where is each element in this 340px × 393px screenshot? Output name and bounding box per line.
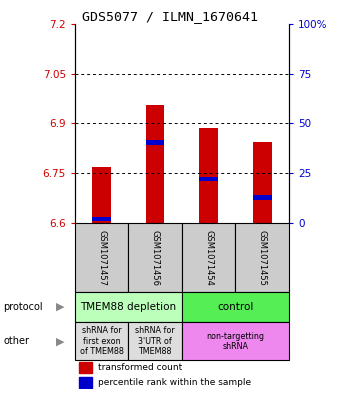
Text: GSM1071456: GSM1071456 [151, 230, 159, 286]
Text: GSM1071455: GSM1071455 [258, 230, 267, 286]
Bar [79, 362, 92, 373]
FancyBboxPatch shape [182, 292, 289, 322]
Text: shRNA for
3'UTR of
TMEM88: shRNA for 3'UTR of TMEM88 [135, 326, 175, 356]
Text: other: other [3, 336, 29, 346]
Text: non-targetting
shRNA: non-targetting shRNA [206, 332, 265, 351]
FancyBboxPatch shape [75, 322, 129, 360]
Text: GSM1071457: GSM1071457 [97, 230, 106, 286]
Text: ▶: ▶ [56, 302, 65, 312]
Bar [146, 140, 165, 145]
Text: ▶: ▶ [56, 336, 65, 346]
Bar [92, 217, 111, 221]
Bar [253, 195, 272, 200]
Bar [146, 105, 165, 223]
Bar [199, 129, 218, 223]
FancyBboxPatch shape [129, 223, 182, 292]
Text: protocol: protocol [3, 302, 43, 312]
Text: GSM1071454: GSM1071454 [204, 230, 213, 286]
FancyBboxPatch shape [129, 322, 182, 360]
FancyBboxPatch shape [75, 292, 182, 322]
FancyBboxPatch shape [182, 322, 289, 360]
FancyBboxPatch shape [75, 223, 129, 292]
Bar [199, 177, 218, 181]
Text: GDS5077 / ILMN_1670641: GDS5077 / ILMN_1670641 [82, 10, 258, 23]
FancyBboxPatch shape [235, 223, 289, 292]
FancyBboxPatch shape [182, 223, 235, 292]
Text: percentile rank within the sample: percentile rank within the sample [98, 378, 252, 387]
Text: transformed count: transformed count [98, 363, 183, 372]
Bar [253, 142, 272, 223]
Bar [79, 376, 92, 387]
Text: control: control [217, 302, 254, 312]
Bar [92, 167, 111, 223]
Text: TMEM88 depletion: TMEM88 depletion [80, 302, 176, 312]
Text: shRNA for
first exon
of TMEM88: shRNA for first exon of TMEM88 [80, 326, 123, 356]
